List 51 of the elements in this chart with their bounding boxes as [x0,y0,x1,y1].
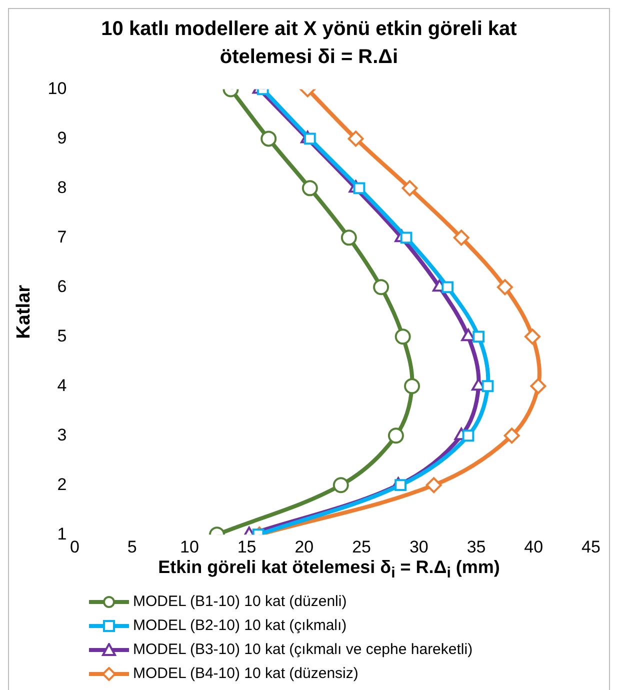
y-tick-label: 4 [57,376,67,395]
point [373,279,390,296]
point [462,430,474,442]
x-tick-label: 0 [70,537,80,556]
x-axis-title: Etkin göreli kat ötelemesi δ$_{i}$ = R.Δ$_{i}$ (mm) [157,557,501,582]
point [400,232,412,244]
x-tick-label: 45 [582,537,600,556]
x-tick-label: 25 [352,537,371,556]
point [524,328,540,345]
point [388,428,404,444]
x-tick-label: 35 [466,537,486,556]
x-tick-label: 15 [237,537,256,556]
x-tick-label: 30 [409,537,428,556]
x-tick-label: 10 [180,537,199,556]
point [442,281,454,294]
legend-label: MODEL (B4-10) 10 kat (düzensiz) [133,665,358,682]
legend-label: MODEL (B1-10) 10 kat (düzenli) [133,593,347,610]
point [353,182,366,194]
y-tick-label: 3 [57,425,67,444]
chart-title: 10 katlı modellere ait X yönü etkin göreli kat ötelemesi δi = R.Δi [100,17,518,70]
legend-label: MODEL (B3-10) 10 kat (çıkmalı ve cephe hareketli) [133,641,473,658]
point [496,279,513,296]
x-tick-label: 40 [524,537,544,556]
point [472,330,485,343]
y-tick-label: 2 [57,474,67,494]
point [453,230,470,246]
point [504,428,520,444]
point [348,130,364,147]
y-tick-label: 9 [57,128,67,148]
x-tick-label: 20 [294,537,314,556]
y-tick-label: 8 [57,178,67,197]
point [394,328,411,345]
point [482,380,494,392]
y-tick-label: 1 [57,524,67,544]
point [404,378,420,394]
point [332,477,349,494]
point [530,378,546,394]
point [304,132,316,145]
point [260,130,277,147]
y-axis-title: Katlar [14,284,35,339]
point [340,230,357,246]
y-tick-label: 5 [57,326,67,346]
y-tick-label: 10 [48,78,67,98]
y-tick-label: 7 [57,227,67,246]
point [426,477,442,494]
point [394,479,406,492]
x-tick-label: 5 [127,537,137,556]
point [402,180,418,196]
y-tick-label: 6 [57,276,67,296]
legend-label: MODEL (B2-10) 10 kat (çıkmalı) [133,617,347,634]
point [302,180,318,196]
